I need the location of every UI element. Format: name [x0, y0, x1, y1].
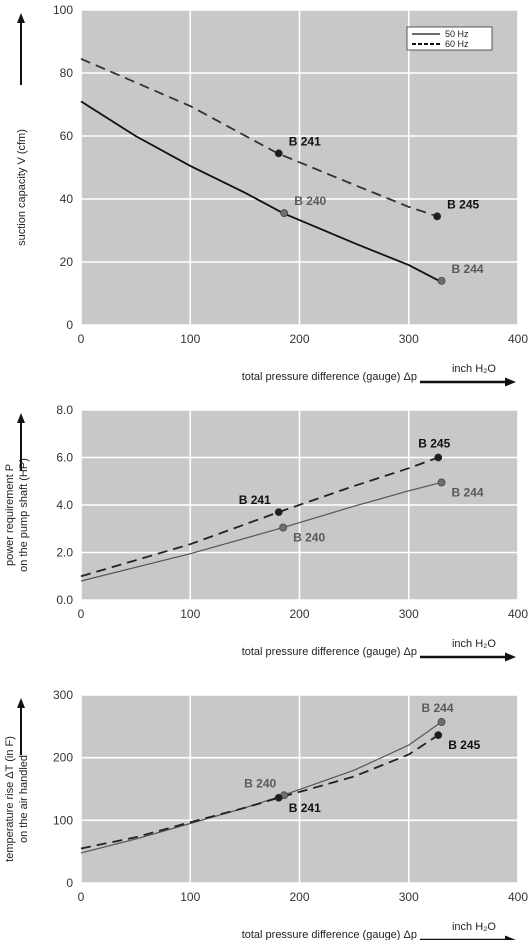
y-tick-label: 20 [60, 255, 74, 269]
y-tick-label: 80 [60, 66, 74, 80]
legend-entry: 50 Hz [445, 29, 469, 39]
data-point-label: B 241 [289, 134, 321, 148]
chart-panel-2: 0 100 200 300 400 0.0 2.0 4.0 6.0 8.0 B 241 B 240 B … [4, 403, 528, 662]
data-point-marker [279, 523, 288, 532]
x-tick-label: 400 [508, 332, 528, 346]
y-tick-label: 200 [53, 751, 73, 765]
data-point-marker [274, 149, 283, 158]
data-point-label: B 240 [294, 194, 326, 208]
x-tick-label: 0 [78, 332, 85, 346]
y-axis-label: power requirement P [4, 464, 16, 566]
data-point-marker [437, 718, 446, 726]
chart-panel-1: 0 100 200 300 400 0 20 40 60 80 100 B 241 B 240 B 245… [16, 3, 528, 387]
series-line-solid [80, 100, 440, 282]
data-point-label: B 244 [452, 485, 484, 499]
data-point-marker [434, 453, 443, 462]
data-point-label: B 245 [447, 197, 479, 211]
y-tick-label: 8.0 [56, 403, 73, 417]
x-tick-label: 300 [399, 332, 419, 346]
y-tick-label: 0.0 [56, 593, 73, 607]
x-tick-label: 0 [78, 890, 85, 904]
series-line-dashed [80, 57, 438, 218]
x-axis-arrow-head [505, 652, 516, 662]
x-axis-unit: inch H₂O [452, 921, 496, 933]
x-tick-label: 100 [180, 890, 200, 904]
y-tick-label: 4.0 [56, 498, 73, 512]
y-tick-label: 0 [66, 876, 73, 890]
series-line-dashed [80, 456, 439, 578]
x-tick-label: 400 [508, 607, 528, 621]
y-tick-label: 100 [53, 813, 73, 827]
y-axis-arrow-head [17, 698, 25, 708]
series-line-dashed [80, 734, 439, 850]
y-tick-label: 60 [60, 129, 74, 143]
x-tick-label: 100 [180, 332, 200, 346]
y-axis-label: suction capacity V (cfm) [16, 129, 28, 246]
y-tick-label: 2.0 [56, 546, 73, 560]
data-point-label: B 245 [448, 738, 480, 752]
x-tick-label: 400 [508, 890, 528, 904]
y-tick-label: 0 [66, 318, 73, 332]
y-tick-label: 300 [53, 688, 73, 702]
y-axis-label: on the air handled [18, 755, 30, 843]
x-axis-label: total pressure difference (gauge) Δp [242, 371, 417, 383]
y-axis-arrow-head [17, 413, 25, 423]
x-axis-arrow-head [505, 935, 516, 940]
data-point-label: B 241 [239, 493, 271, 507]
chart-panel-3: 0 100 200 300 400 0 100 200 300 B 240 B 241 B 244 B … [4, 688, 528, 940]
data-point-marker [434, 731, 443, 740]
data-point-label: B 241 [289, 801, 321, 815]
data-point-marker [274, 508, 283, 517]
y-axis-arrow-head [17, 13, 25, 23]
legend-entry: 60 Hz [445, 39, 469, 49]
data-point-marker [280, 209, 289, 218]
data-point-label: B 244 [452, 262, 484, 276]
x-axis-arrow-head [505, 377, 516, 387]
data-point-marker [437, 478, 446, 487]
data-point-marker [274, 793, 283, 802]
data-point-label: B 240 [293, 531, 325, 545]
x-axis-label: total pressure difference (gauge) Δp [242, 929, 417, 940]
data-point-marker [437, 276, 446, 285]
series-line-solid [80, 721, 442, 854]
x-tick-label: 200 [289, 607, 309, 621]
y-tick-label: 40 [60, 192, 74, 206]
x-axis-label: total pressure difference (gauge) Δp [242, 646, 417, 658]
data-point-marker [433, 212, 442, 221]
legend-box [406, 26, 493, 51]
y-tick-label: 6.0 [56, 451, 73, 465]
x-axis-unit: inch H₂O [452, 363, 496, 375]
x-axis-unit: inch H₂O [452, 638, 496, 650]
data-point-label: B 244 [422, 701, 454, 715]
x-tick-label: 200 [289, 332, 309, 346]
y-tick-label: 100 [53, 3, 73, 17]
x-tick-label: 0 [78, 607, 85, 621]
x-tick-label: 200 [289, 890, 309, 904]
x-tick-label: 300 [399, 607, 419, 621]
data-point-label: B 240 [244, 776, 276, 790]
data-point-label: B 245 [418, 437, 450, 451]
x-tick-label: 100 [180, 607, 200, 621]
x-tick-label: 300 [399, 890, 419, 904]
y-axis-label: temperature rise ΔT (in F) [4, 736, 16, 862]
y-axis-label: on the pump shaft (HP) [18, 458, 30, 572]
series-line-solid [80, 481, 442, 582]
